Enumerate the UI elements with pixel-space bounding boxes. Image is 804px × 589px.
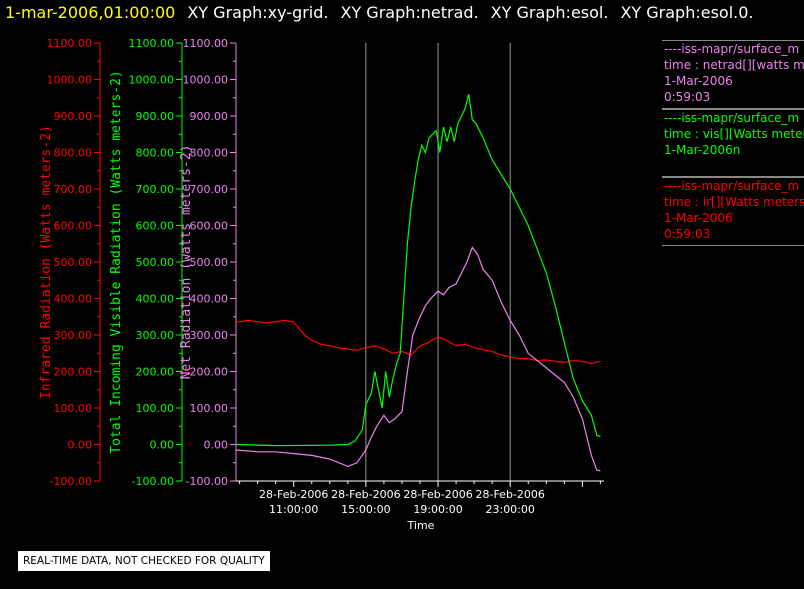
y-tick-label: 300.00 [54,329,93,342]
x-tick-label: 28-Feb-2006 [475,488,544,501]
legend-time: 0:59:03 [664,227,711,241]
y-axis-label: Total Incoming Visible Radiation (Watts … [109,70,124,454]
y-axis-label: Net Radiation (watts meters-2) [179,145,194,380]
y-tick-label: 100.00 [54,402,93,415]
y-tick-label: 400.00 [136,293,175,306]
legend-source: ----iss-mapr/surface_m [662,177,804,194]
y-tick-label: 800.00 [136,147,175,160]
legend-entry-ir: ----iss-mapr/surface_m time : ir[][Watts… [662,177,804,246]
y-tick-label: 1000.00 [47,74,93,87]
y-tick-label: 800.00 [54,147,93,160]
y-tick-label: 700.00 [190,183,229,196]
y-tick-label: 0.00 [150,439,175,452]
y-tick-label: 1000.00 [183,74,229,87]
y-tick-label: 200.00 [190,366,229,379]
legend-date: 1-Mar-2006 [664,211,733,225]
x-tick-label: 28-Feb-2006 [403,488,472,501]
x-tick-label: 23:00:00 [485,503,534,516]
x-tick-label: 28-Feb-2006 [331,488,400,501]
y-tick-label: 300.00 [190,329,229,342]
series-line [235,319,601,365]
legend-source: ----iss-mapr/surface_m [662,40,804,57]
header-graph-1: XY Graph:xy-grid. [187,3,329,22]
y-tick-label: 500.00 [136,256,175,269]
y-tick-label: 200.00 [136,366,175,379]
y-tick-label: 0.00 [204,439,229,452]
y-tick-label: 700.00 [136,183,175,196]
y-tick-label: 1000.00 [129,74,175,87]
header-bar: 1-mar-2006,01:00:00 XY Graph:xy-grid. XY G… [0,0,754,26]
y-tick-label: 700.00 [54,183,93,196]
legend-variable: time : ir[][Watts meters [664,195,804,209]
quality-note: REAL-TIME DATA, NOT CHECKED FOR QUALITY [18,551,270,571]
x-tick-label: 15:00:00 [341,503,390,516]
header-date: 1-mar-2006,01:00:00 [5,3,176,22]
x-axis-label: Time [407,519,435,532]
header-graph-2: XY Graph:netrad. [340,3,479,22]
y-tick-label: 900.00 [54,110,93,123]
y-tick-label: 1100.00 [129,37,175,50]
y-tick-label: 300.00 [136,329,175,342]
y-tick-label: 800.00 [190,147,229,160]
series-line [235,93,601,447]
y-tick-label: 400.00 [190,293,229,306]
legend-date: 1-Mar-2006n [664,143,741,157]
y-tick-label: -100.00 [50,475,92,488]
legend-date: 1-Mar-2006 [664,74,733,88]
y-tick-label: 600.00 [136,220,175,233]
legend-variable: time : netrad[][watts me [664,58,804,72]
y-tick-label: 1100.00 [47,37,93,50]
y-tick-label: 500.00 [54,256,93,269]
x-tick-label: 28-Feb-2006 [259,488,328,501]
legend-source: ----iss-mapr/surface_m [662,109,804,126]
y-tick-label: 400.00 [54,293,93,306]
legend-time: 0:59:03 [664,90,711,104]
y-tick-label: -100.00 [186,475,228,488]
y-tick-label: 600.00 [54,220,93,233]
legend-variable: time : vis[][Watts meter [664,127,804,141]
y-tick-label: 900.00 [136,110,175,123]
y-axis-label: Infrared Radiation (Watts meters-2) [39,125,54,399]
y-tick-label: 200.00 [54,366,93,379]
header-graph-3: XY Graph:esol. [490,3,609,22]
series-line [235,246,601,472]
legend-entry-vis: ----iss-mapr/surface_m time : vis[][Watt… [662,109,804,177]
legend: ----iss-mapr/surface_m time : netrad[][w… [662,40,804,246]
x-tick-label: 19:00:00 [413,503,462,516]
header-graph-4: XY Graph:esol.0. [620,3,754,22]
y-tick-label: 500.00 [190,256,229,269]
y-tick-label: 1100.00 [183,37,229,50]
legend-entry-netrad: ----iss-mapr/surface_m time : netrad[][w… [662,40,804,109]
y-tick-label: 900.00 [190,110,229,123]
y-tick-label: 100.00 [136,402,175,415]
y-tick-label: 0.00 [68,439,93,452]
x-tick-label: 11:00:00 [269,503,318,516]
y-tick-label: 600.00 [190,220,229,233]
y-tick-label: 100.00 [190,402,229,415]
y-tick-label: -100.00 [132,475,174,488]
